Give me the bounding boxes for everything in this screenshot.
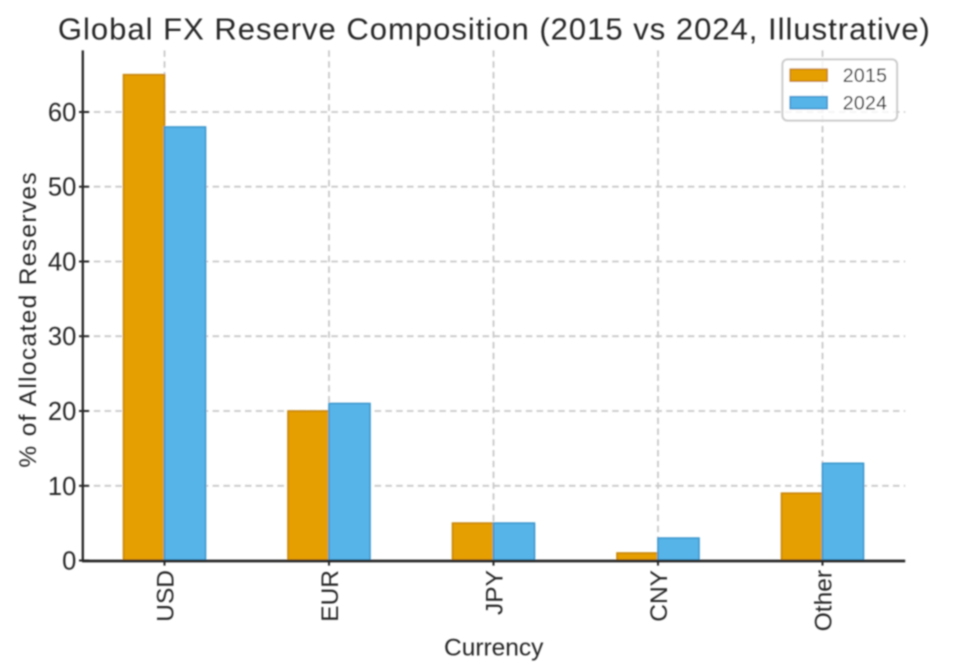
svg-text:20: 20: [48, 398, 76, 426]
svg-text:Global FX Reserve Composition: Global FX Reserve Composition (2015 vs 2…: [58, 12, 931, 47]
svg-text:2015: 2015: [843, 65, 888, 87]
svg-text:30: 30: [48, 323, 76, 351]
svg-text:0: 0: [62, 548, 76, 576]
svg-text:JPY: JPY: [481, 570, 508, 615]
svg-text:USD: USD: [152, 570, 179, 622]
svg-text:10: 10: [48, 473, 76, 501]
svg-text:2024: 2024: [843, 93, 888, 115]
svg-text:CNY: CNY: [646, 570, 673, 622]
svg-text:Currency: Currency: [444, 635, 544, 662]
svg-text:% of Allocated Reserves: % of Allocated Reserves: [15, 171, 42, 468]
svg-text:50: 50: [48, 174, 76, 202]
svg-text:40: 40: [48, 249, 76, 277]
svg-text:60: 60: [48, 99, 76, 127]
svg-text:Other: Other: [810, 570, 837, 631]
svg-text:EUR: EUR: [317, 570, 344, 622]
